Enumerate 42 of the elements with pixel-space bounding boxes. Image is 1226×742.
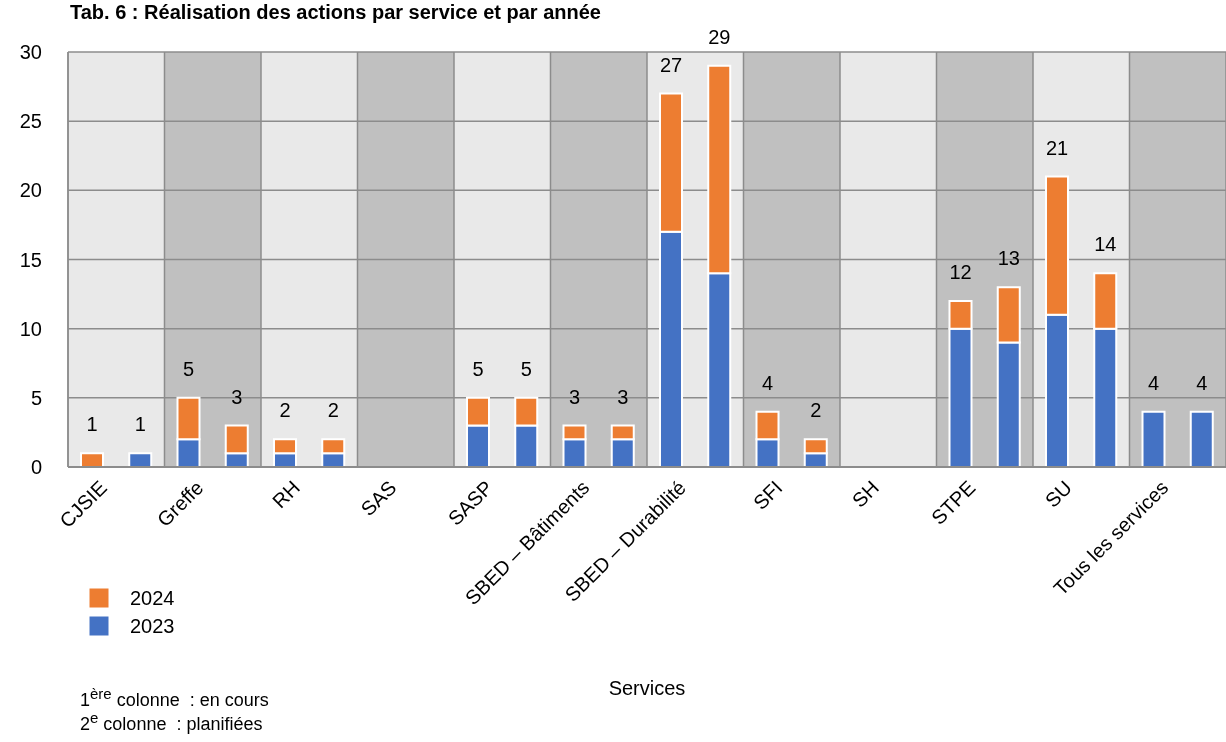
total-label: 14 [1094,233,1117,256]
total-label: 5 [520,357,532,380]
bar [1141,410,1166,467]
total-label: 12 [949,261,972,283]
y-tick-label: 20 [19,179,42,202]
y-tick-label: 25 [19,110,42,133]
bar [128,452,153,467]
x-tick-label: SU [1040,476,1076,512]
chart-title: Tab. 6 : Réalisation des actions par service et par année [70,0,601,24]
total-label: 27 [659,53,683,76]
total-label: 13 [997,247,1020,270]
x-axis-title: Services [608,677,686,699]
legend-label: 2024 [130,586,175,610]
total-label: 1 [86,413,98,436]
total-label: 1 [134,413,146,436]
total-label: 5 [182,357,195,380]
y-tick-label: 5 [30,386,42,409]
y-tick-label: 0 [30,456,42,479]
text: 2$^{e}$ colonne : planifiées [80,709,263,734]
total-label: 21 [1045,136,1069,159]
total-label: 3 [568,385,581,408]
total-label: 4 [1147,371,1160,394]
x-tick-label: SH [847,476,883,512]
total-label: 4 [1196,371,1208,394]
total-label: 2 [279,399,291,422]
total-label: 2 [810,399,822,422]
bar [80,452,104,467]
y-tick-label: 10 [19,317,42,340]
total-label: 5 [472,357,484,380]
bar [1189,410,1214,467]
text: 1$^{ère}$ colonne : en cours [80,684,269,710]
total-label: 2 [327,399,339,422]
y-tick-label: 15 [19,248,42,271]
x-tick-label: SAS [356,476,401,521]
legend-label: 2023 [130,614,175,638]
total-label: 3 [617,385,629,408]
y-tick-label: 30 [19,41,42,64]
x-tick-label: SFI [748,476,787,514]
total-label: 3 [231,385,243,408]
total-label: 29 [708,25,731,48]
x-tick-label: RH [268,476,304,513]
total-label: 4 [761,371,774,394]
